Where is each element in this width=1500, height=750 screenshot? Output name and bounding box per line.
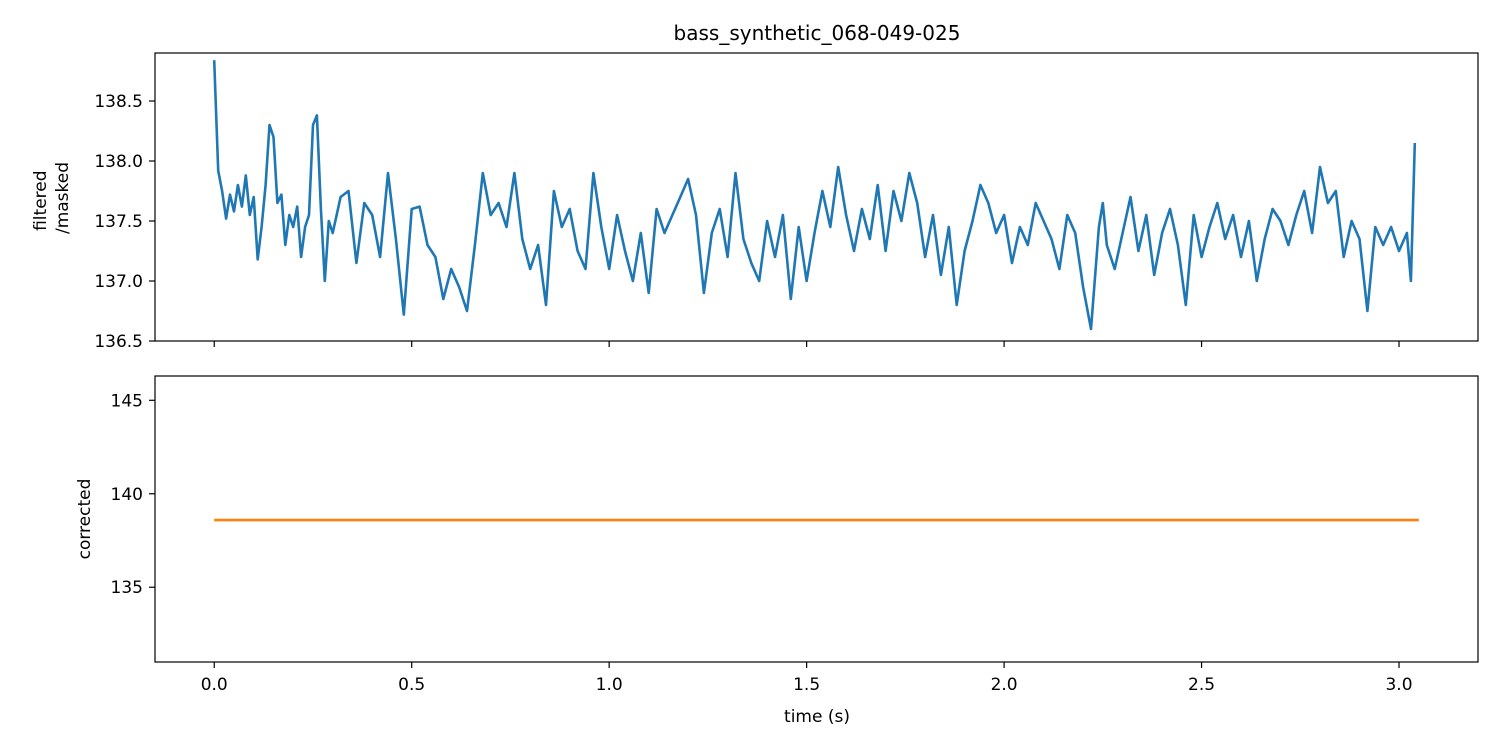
y-tick-label: 138.5	[94, 92, 143, 112]
y-tick-label: 136.5	[94, 332, 143, 352]
x-tick-label: 1.0	[596, 675, 623, 695]
chart-title: bass_synthetic_068-049-025	[674, 21, 961, 45]
y-tick-label: 135	[111, 578, 143, 598]
axes-frame-top	[154, 52, 1479, 342]
x-tick-label: 0.5	[398, 675, 425, 695]
y-tick-label: 137.5	[94, 212, 143, 232]
y-tick-label: 137.0	[94, 272, 143, 292]
y-tick-label: 138.0	[94, 152, 143, 172]
x-axis-label: time (s)	[784, 707, 850, 727]
y-tick-label: 140	[111, 485, 143, 505]
x-tick-label: 2.0	[991, 675, 1018, 695]
y-axis-label-filtered-masked: filtered /masked	[31, 162, 73, 234]
x-tick-label: 0.0	[201, 675, 228, 695]
series-line-filtered	[212, 60, 1417, 331]
x-tick-label: 3.0	[1385, 675, 1412, 695]
y-axis-label-corrected: corrected	[75, 479, 95, 560]
x-tick-label: 2.5	[1188, 675, 1215, 695]
x-tick-label: 1.5	[793, 675, 820, 695]
axes-frame-bottom	[154, 375, 1479, 663]
y-tick-label: 145	[111, 391, 143, 411]
panel-corrected: 135 140 145 corrected	[75, 375, 1479, 663]
panel-filtered-masked: 136.5 137.0 137.5 138.0 138.5 filtered /mask…	[31, 52, 1479, 352]
